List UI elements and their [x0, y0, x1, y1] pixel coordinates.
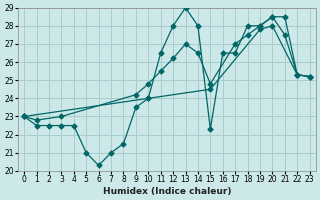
X-axis label: Humidex (Indice chaleur): Humidex (Indice chaleur) [103, 187, 231, 196]
